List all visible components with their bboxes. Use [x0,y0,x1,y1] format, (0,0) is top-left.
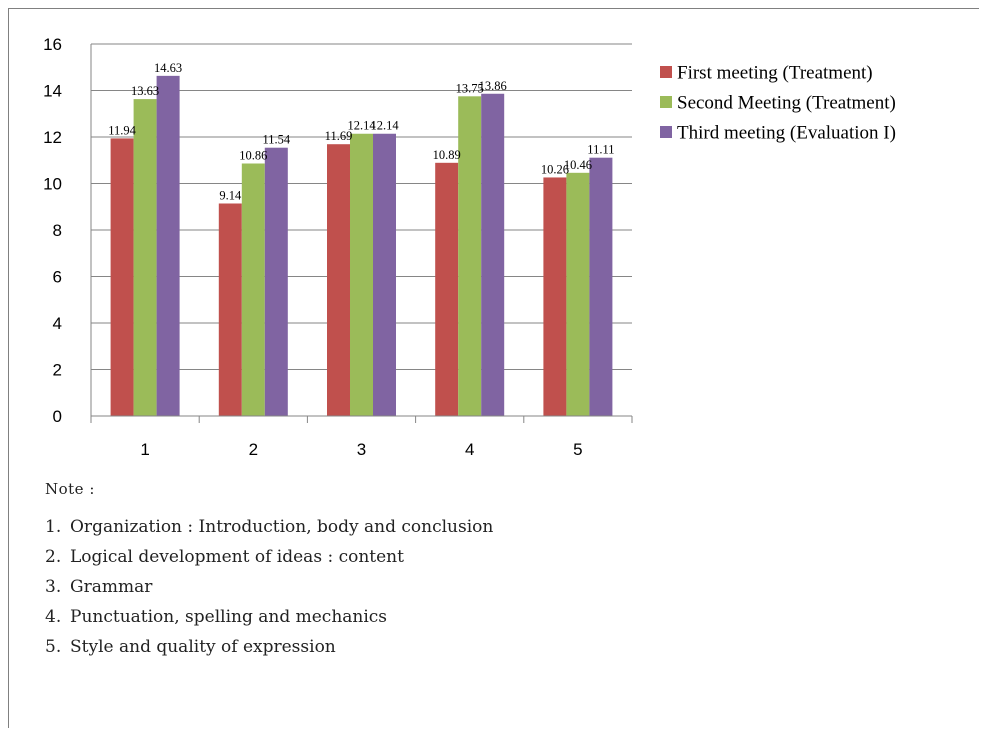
data-label: 10.46 [564,158,592,172]
chart-frame [8,8,979,728]
data-label: 11.69 [325,129,353,143]
legend-label: Second Meeting (Treatment) [677,93,896,114]
y-tick-label: 12 [43,128,62,147]
data-label: 11.94 [108,123,136,137]
legend-swatch [660,126,672,138]
bar [327,144,350,416]
note-item-3: 3. Grammar [45,572,493,602]
bar [373,133,396,416]
bar [566,172,590,416]
note-text: Style and quality of expression [70,637,336,657]
y-tick-label: 16 [43,35,62,54]
y-tick-label: 14 [43,82,62,101]
note-title: Note : [45,480,95,498]
note-text: Logical development of ideas : content [70,547,404,567]
y-tick-label: 2 [53,361,62,380]
bar [435,162,459,416]
note-list: 1. Organization : Introduction, body and … [45,512,493,662]
note-item-1: 1. Organization : Introduction, body and … [45,512,493,542]
bar [481,93,505,416]
data-label: 12.14 [370,119,399,133]
data-labels: 11.949.1411.6910.8910.2613.6310.8612.141… [108,61,614,203]
x-tick-label: 2 [249,440,258,459]
x-tick-label: 3 [357,440,366,459]
note-number: 4. [45,607,62,627]
bar [241,163,265,416]
y-tick-label: 4 [53,314,62,333]
x-tick-label: 5 [573,440,582,459]
note-number: 5. [45,637,62,657]
y-tick-label: 0 [53,407,62,426]
bar [156,75,180,416]
data-label: 10.86 [239,149,267,163]
note-text: Organization : Introduction, body and co… [70,517,494,537]
data-label: 14.63 [154,61,182,75]
note-item-2: 2. Logical development of ideas : content [45,542,493,572]
data-label: 9.14 [219,188,242,202]
note-item-5: 5. Style and quality of expression [45,632,493,662]
legend: First meeting (Treatment) Second Meeting … [660,63,896,144]
legend-swatch [660,66,672,78]
note-number: 2. [45,547,62,567]
note-item-4: 4. Punctuation, spelling and mechanics [45,602,493,632]
legend-swatch [660,96,672,108]
note-number: 3. [45,577,62,597]
y-axis-ticks: 0 2 4 6 8 10 12 14 16 [43,35,62,426]
bar [350,133,373,416]
data-label: 12.14 [347,119,376,133]
legend-label: Third meeting (Evaluation I) [677,123,896,144]
note-text: Punctuation, spelling and mechanics [70,607,388,627]
y-tick-label: 8 [53,221,62,240]
y-tick-label: 6 [53,268,62,287]
bar [589,157,613,416]
bar [110,138,134,416]
data-label: 11.54 [262,133,290,147]
bar [543,177,567,416]
data-label: 11.11 [587,143,614,157]
data-label: 13.63 [131,84,159,98]
x-tick-label: 1 [140,440,149,459]
data-label: 10.26 [541,162,569,176]
bars [110,75,613,416]
note-number: 1. [45,517,62,537]
bar [458,96,482,416]
x-axis: 1 2 3 4 5 [90,415,633,459]
y-tick-label: 10 [43,175,62,194]
data-label: 13.86 [479,79,507,93]
bar [218,203,242,416]
legend-label: First meeting (Treatment) [677,63,873,84]
bar [133,99,157,416]
x-tick-label: 4 [465,440,474,459]
note-section: Note : 1. Organization : Introduction, bo… [45,480,493,662]
data-label: 10.89 [433,148,461,162]
bar [264,147,288,416]
note-text: Grammar [70,577,153,597]
data-label: 13.75 [456,81,484,95]
